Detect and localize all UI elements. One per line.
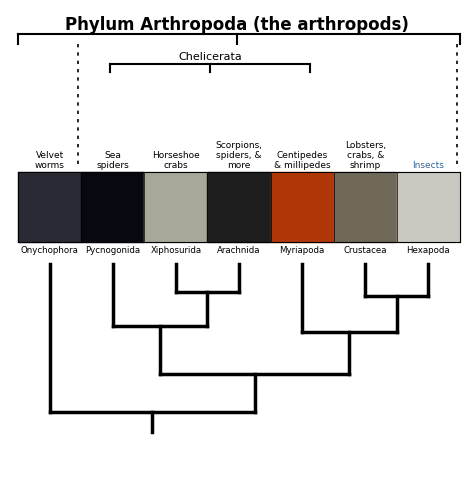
Text: Xiphosurida: Xiphosurida bbox=[150, 246, 201, 255]
Text: Phylum Arthropoda (the arthropods): Phylum Arthropoda (the arthropods) bbox=[65, 16, 409, 34]
Text: Myriapoda: Myriapoda bbox=[280, 246, 325, 255]
Text: Horseshoe
crabs: Horseshoe crabs bbox=[152, 151, 200, 170]
Bar bbox=[334, 172, 396, 242]
Text: Insects: Insects bbox=[412, 161, 444, 170]
Text: Scorpions,
spiders, &
more: Scorpions, spiders, & more bbox=[216, 141, 263, 170]
Text: Onychophora: Onychophora bbox=[21, 246, 79, 255]
Bar bbox=[271, 172, 333, 242]
Bar bbox=[208, 172, 270, 242]
Text: Lobsters,
crabs, &
shrimp: Lobsters, crabs, & shrimp bbox=[345, 141, 386, 170]
Text: Sea
spiders: Sea spiders bbox=[96, 151, 129, 170]
Bar bbox=[18, 172, 81, 242]
Text: Hexapoda: Hexapoda bbox=[407, 246, 450, 255]
Bar bbox=[81, 172, 144, 242]
Text: Arachnida: Arachnida bbox=[217, 246, 261, 255]
Text: Velvet
worms: Velvet worms bbox=[35, 151, 64, 170]
Text: Crustacea: Crustacea bbox=[344, 246, 387, 255]
Text: Chelicerata: Chelicerata bbox=[178, 52, 242, 62]
Text: Centipedes
& millipedes: Centipedes & millipedes bbox=[274, 151, 330, 170]
Bar bbox=[144, 172, 207, 242]
Bar bbox=[397, 172, 459, 242]
Text: Pycnogonida: Pycnogonida bbox=[85, 246, 140, 255]
